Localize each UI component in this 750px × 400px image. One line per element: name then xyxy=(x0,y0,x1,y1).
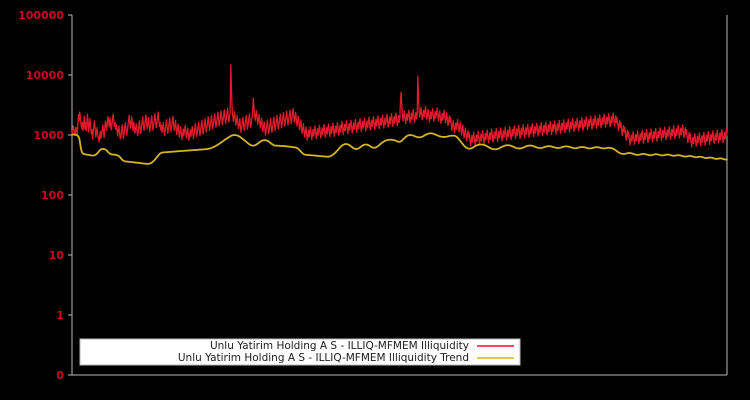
y-tick-label-1: 1 xyxy=(56,309,64,322)
y-tick-label-1000: 1000 xyxy=(33,129,64,142)
series-line-illiquidity-trend xyxy=(71,132,728,165)
y-tick-label-10000: 10000 xyxy=(26,69,65,82)
y-tick-label-10: 10 xyxy=(49,249,65,262)
legend-label-illiquidity-trend: Unlu Yatirim Holding A S - ILLIQ-MFMEM I… xyxy=(178,352,469,364)
chart-legend: Unlu Yatirim Holding A S - ILLIQ-MFMEM I… xyxy=(79,338,521,366)
y-tick-label-100: 100 xyxy=(41,189,64,202)
legend-background xyxy=(79,338,521,366)
plot-area-background xyxy=(72,15,727,375)
data-series-group xyxy=(71,64,728,165)
legend-label-illiquidity: Unlu Yatirim Holding A S - ILLIQ-MFMEM I… xyxy=(210,340,469,352)
y-tick-label-100000: 100000 xyxy=(18,9,64,22)
series-line-illiquidity xyxy=(71,64,728,148)
y-tick-label-0: 0 xyxy=(56,369,64,382)
